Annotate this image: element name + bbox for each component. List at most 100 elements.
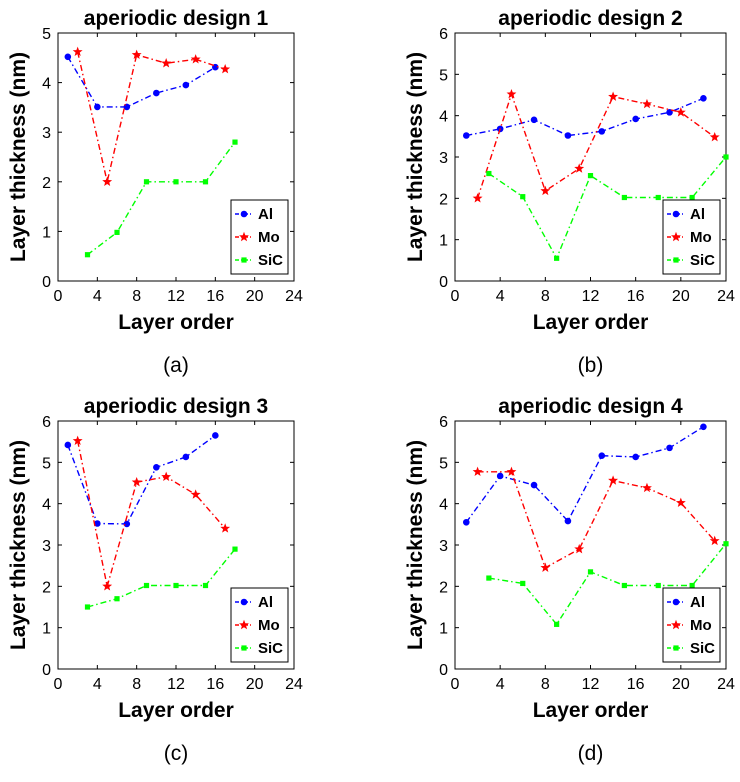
y-tick-label: 1 <box>439 621 448 638</box>
data-point-al <box>700 95 707 102</box>
legend: Al Mo SiC <box>230 587 289 663</box>
y-tick-label: 5 <box>439 67 448 84</box>
data-point-al <box>462 132 470 139</box>
legend-label-al: Al <box>690 594 705 611</box>
series-line-mo <box>76 51 226 182</box>
series-line-mo <box>477 471 716 569</box>
data-point-al <box>564 132 572 139</box>
data-point-mo <box>220 64 231 74</box>
data-point-sic <box>520 580 526 587</box>
data-point-al <box>182 81 190 89</box>
x-tick-label: 4 <box>496 676 505 693</box>
data-point-sic <box>114 229 120 235</box>
data-point-al <box>530 481 538 489</box>
data-point-mo <box>675 107 686 117</box>
data-point-mo <box>506 466 517 477</box>
data-point-sic <box>232 139 238 145</box>
data-point-sic <box>173 582 179 589</box>
x-tick-label: 20 <box>672 288 690 305</box>
y-tick-label: 4 <box>439 497 448 514</box>
data-point-sic <box>621 582 627 589</box>
data-point-mo <box>161 58 172 68</box>
data-point-al <box>123 520 131 528</box>
x-tick-label: 20 <box>246 288 264 305</box>
data-point-mo <box>472 466 483 477</box>
x-tick-label: 0 <box>451 288 460 305</box>
x-tick-label: 24 <box>717 676 735 693</box>
data-point-mo <box>506 88 517 99</box>
data-point-al <box>153 89 160 97</box>
data-point-sic <box>621 194 627 201</box>
y-tick-label: 2 <box>439 191 448 208</box>
data-point-mo <box>131 49 142 60</box>
data-point-sic <box>689 582 695 589</box>
x-tick-label: 8 <box>541 288 550 305</box>
data-point-mo <box>72 435 83 446</box>
y-axis-label: Layer thickness (nm) <box>7 440 30 650</box>
y-tick-label: 0 <box>439 274 448 291</box>
series-line-al <box>67 434 216 525</box>
x-tick-label: 16 <box>206 288 224 305</box>
data-point-al <box>666 109 673 116</box>
x-tick-label: 12 <box>167 676 185 693</box>
x-tick-label: 4 <box>93 288 102 305</box>
y-tick-label: 1 <box>42 621 51 638</box>
data-point-sic <box>655 582 661 589</box>
data-point-sic <box>232 546 238 552</box>
chart-title: aperiodic design 2 <box>498 7 682 30</box>
series-line-mo <box>476 91 716 199</box>
x-tick-label: 24 <box>717 288 735 305</box>
x-tick-label: 16 <box>627 676 645 693</box>
legend-marker-mo <box>239 619 249 630</box>
y-tick-label: 3 <box>439 538 448 555</box>
panel-caption: (b) <box>578 354 604 377</box>
x-tick-label: 4 <box>93 676 102 693</box>
data-point-al <box>700 423 707 431</box>
y-tick-label: 3 <box>42 125 51 142</box>
data-point-sic <box>486 575 492 581</box>
series-line-sic <box>87 141 236 256</box>
y-tick-label: 1 <box>439 233 448 250</box>
data-point-al <box>212 432 219 439</box>
y-tick-label: 0 <box>42 662 51 679</box>
legend-marker-mo <box>671 619 681 630</box>
data-point-sic <box>143 179 150 185</box>
legend-label-al: Al <box>258 594 273 611</box>
panel-caption: (c) <box>164 742 189 765</box>
data-point-mo <box>642 482 652 493</box>
legend-label-al: Al <box>690 206 705 223</box>
x-tick-label: 0 <box>54 288 63 305</box>
data-point-mo <box>675 497 686 508</box>
y-tick-label: 4 <box>42 497 51 514</box>
y-tick-label: 2 <box>42 175 51 192</box>
x-tick-label: 20 <box>672 676 690 693</box>
series-line-al <box>67 56 216 108</box>
x-tick-label: 0 <box>451 676 460 693</box>
data-point-mo <box>190 489 201 499</box>
y-axis-label: Layer thickness (nm) <box>404 52 427 262</box>
x-tick-label: 8 <box>132 288 141 305</box>
data-point-mo <box>220 523 231 533</box>
data-point-al <box>94 103 101 111</box>
data-point-al <box>462 518 470 526</box>
y-tick-label: 5 <box>42 26 51 43</box>
x-tick-label: 16 <box>627 288 645 305</box>
y-tick-label: 6 <box>439 414 448 431</box>
y-tick-label: 6 <box>42 414 51 431</box>
y-tick-label: 6 <box>439 26 448 43</box>
panel-caption: (a) <box>163 354 189 377</box>
data-point-al <box>530 116 538 124</box>
y-axis-label: Layer thickness (nm) <box>7 52 30 262</box>
data-point-mo <box>131 476 142 487</box>
chart-title: aperiodic design 3 <box>84 395 268 418</box>
legend-marker-al <box>240 598 248 606</box>
data-point-mo <box>472 193 483 203</box>
data-point-sic <box>202 179 209 185</box>
data-point-mo <box>102 176 113 187</box>
x-tick-label: 16 <box>206 676 224 693</box>
x-tick-label: 20 <box>246 676 264 693</box>
legend-marker-sic <box>673 257 679 263</box>
